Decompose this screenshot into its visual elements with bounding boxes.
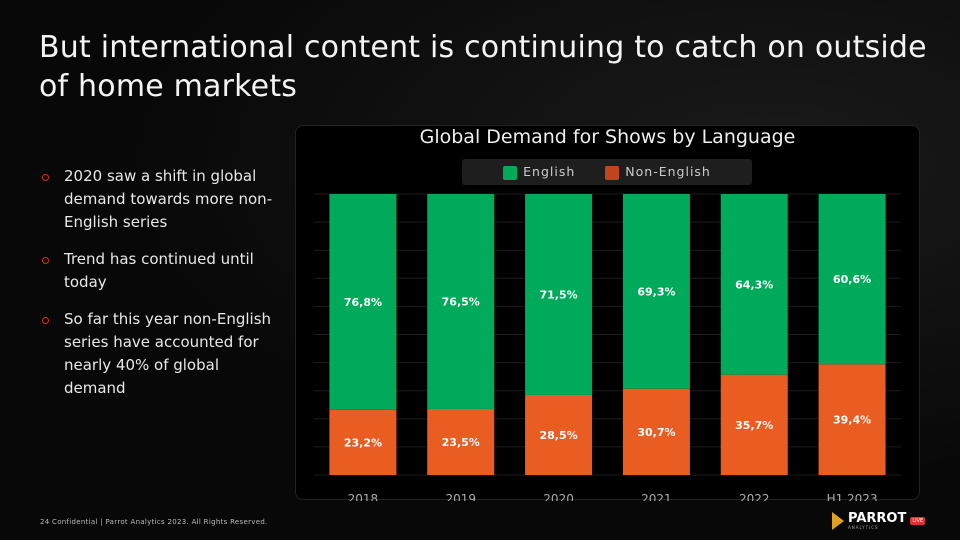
data-label: 71,5% (539, 288, 577, 301)
data-label: 69,3% (637, 285, 675, 298)
bullet-list: 2020 saw a shift in global demand toward… (42, 165, 282, 414)
bullet-text: 2020 saw a shift in global demand toward… (64, 167, 273, 231)
chart-svg: 23,2% 76,8% 2018 23,5% 76,5% 2019 28,5% 71,5% 20… (314, 193, 901, 501)
data-label: 60,6% (833, 273, 871, 286)
bar-english (525, 194, 593, 395)
data-label: 76,5% (442, 295, 480, 308)
data-label: 35,7% (735, 419, 773, 432)
data-label: 23,5% (442, 436, 480, 449)
slide-title: But international content is continuing … (39, 30, 927, 104)
bar-non-english (818, 364, 886, 475)
logo-mark-icon (832, 512, 844, 530)
bar-non-english (622, 388, 690, 475)
data-label: 39,4% (833, 414, 871, 427)
logo-sub: ANALYTICS (848, 524, 879, 530)
bullet-item: 2020 saw a shift in global demand toward… (42, 165, 282, 234)
live-badge: LIVE (910, 517, 926, 525)
x-tick-label: 2021 (641, 492, 672, 501)
bullet-item: So far this year non-English series have… (42, 308, 282, 400)
data-label: 28,5% (539, 429, 577, 442)
legend-swatch (503, 165, 518, 180)
data-label: 30,7% (637, 426, 675, 439)
x-tick-label: H1 2023 (827, 492, 878, 501)
bar-non-english (329, 409, 397, 475)
bullet-item: Trend has continued until today (42, 248, 282, 294)
bar-english (329, 194, 397, 410)
chart-title: Global Demand for Shows by Language (419, 126, 796, 148)
x-tick-label: 2022 (739, 492, 770, 501)
bullet-text: So far this year non-English series have… (64, 310, 272, 397)
bullet-text: Trend has continued until today (64, 250, 254, 291)
bullet-icon (42, 174, 49, 181)
x-tick-label: 2019 (445, 492, 476, 501)
bar-non-english (525, 394, 593, 475)
chart-panel: 23,2% 76,8% 2018 23,5% 76,5% 2019 28,5% 71,5% 20… (295, 125, 920, 501)
data-label: 23,2% (344, 436, 382, 449)
legend-item-non-english: Non-English (605, 164, 711, 180)
bar-english (818, 194, 886, 365)
footer-text: 24 Confidential | Parrot Analytics 2023.… (40, 518, 268, 526)
parrot-logo: PARROT ANALYTICS LIVE (832, 510, 926, 530)
bar-non-english (427, 408, 495, 475)
legend-item-english: English (503, 164, 575, 180)
legend-swatch (605, 165, 620, 180)
legend-label: Non-English (625, 164, 711, 180)
legend-label: English (523, 164, 576, 180)
x-tick-label: 2020 (543, 492, 574, 501)
data-label: 76,8% (344, 296, 382, 309)
data-label: 64,3% (735, 278, 773, 291)
bar-non-english (720, 374, 788, 475)
bar-english (427, 194, 495, 409)
bullet-icon (42, 257, 49, 264)
bar-english (720, 194, 788, 375)
x-tick-label: 2018 (348, 492, 379, 501)
bullet-icon (42, 317, 49, 324)
bar-english (622, 194, 690, 389)
logo-name: PARROT (848, 510, 907, 526)
chart-legend: English Non-English (462, 159, 752, 185)
